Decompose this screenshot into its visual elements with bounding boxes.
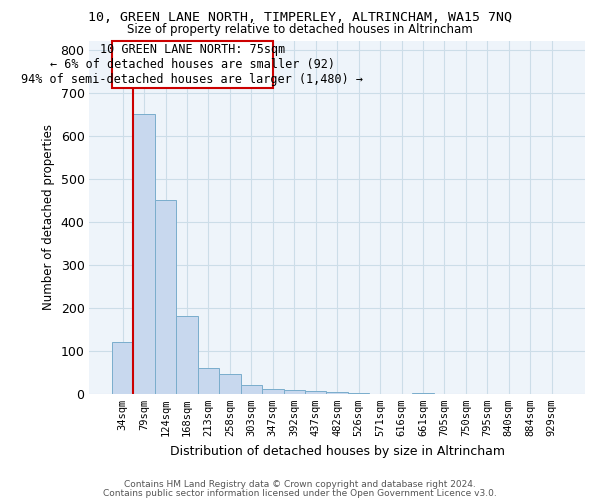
Text: Size of property relative to detached houses in Altrincham: Size of property relative to detached ho…	[127, 22, 473, 36]
Bar	[412, 392, 434, 394]
Bar	[241, 385, 262, 394]
Bar	[198, 368, 219, 394]
X-axis label: Distribution of detached houses by size in Altrincham: Distribution of detached houses by size …	[170, 444, 505, 458]
Text: Contains public sector information licensed under the Open Government Licence v3: Contains public sector information licen…	[103, 488, 497, 498]
Bar	[112, 342, 133, 394]
Bar	[326, 392, 348, 394]
Bar	[176, 316, 198, 394]
Bar	[133, 114, 155, 394]
Bar	[348, 392, 370, 394]
Y-axis label: Number of detached properties: Number of detached properties	[42, 124, 55, 310]
FancyBboxPatch shape	[112, 41, 273, 88]
Bar	[262, 388, 284, 394]
Bar	[284, 390, 305, 394]
Bar	[305, 391, 326, 394]
Bar	[155, 200, 176, 394]
Text: 10 GREEN LANE NORTH: 75sqm
← 6% of detached houses are smaller (92)
94% of semi-: 10 GREEN LANE NORTH: 75sqm ← 6% of detac…	[22, 43, 364, 86]
Text: Contains HM Land Registry data © Crown copyright and database right 2024.: Contains HM Land Registry data © Crown c…	[124, 480, 476, 489]
Text: 10, GREEN LANE NORTH, TIMPERLEY, ALTRINCHAM, WA15 7NQ: 10, GREEN LANE NORTH, TIMPERLEY, ALTRINC…	[88, 11, 512, 24]
Bar	[219, 374, 241, 394]
